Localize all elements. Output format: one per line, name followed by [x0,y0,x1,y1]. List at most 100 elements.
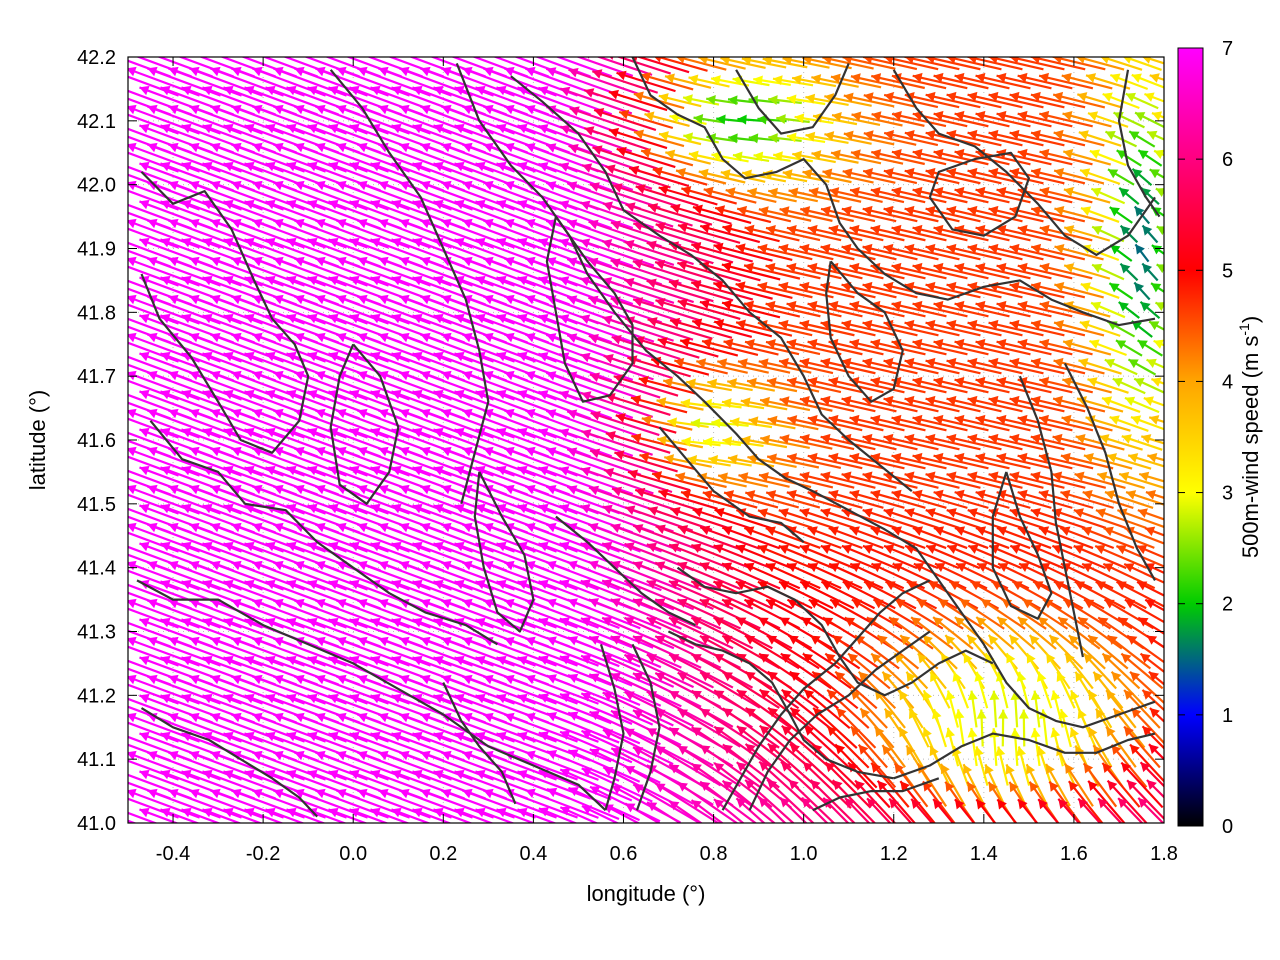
wind-arrow [870,452,926,470]
wind-arrow-head [412,351,423,362]
wind-arrow-shaft [870,302,926,318]
wind-arrow-head [223,85,234,96]
wind-arrow-head [128,389,129,392]
wind-arrow [828,414,884,432]
wind-arrow-head [399,218,410,229]
wind-arrow-head [677,222,688,233]
wind-arrow-head [843,92,854,103]
wind-arrow-head [807,526,818,536]
wind-arrow-shaft [735,321,793,337]
wind-arrow-head [223,503,234,514]
wind-arrow-head [1145,490,1157,500]
wind-arrow-shaft [870,378,926,394]
wind-arrow-head [433,313,444,324]
wind-arrow-head [128,218,137,229]
wind-arrow [1140,434,1164,445]
wind-arrow-shaft [799,245,855,261]
wind-arrow [601,616,675,650]
wind-arrow [567,598,641,630]
wind-arrow [883,357,939,375]
wind-arrow-head [210,408,221,419]
wind-arrow-shaft [871,74,925,90]
wind-arrow-shaft [1030,283,1086,299]
wind-arrow-head [580,504,591,514]
wind-arrow-head [801,617,812,627]
wind-arrow [778,243,834,261]
wind-arrow-shaft [1038,491,1094,509]
wind-arrow [748,416,796,430]
wind-arrow-shaft [1059,526,1115,550]
wind-arrow-head [1009,91,1020,102]
wind-arrow [1053,167,1105,185]
wind-arrow-head [1038,526,1050,536]
wind-arrow-shaft [933,112,989,128]
wind-arrow [967,167,1023,185]
wind-arrow [799,544,855,570]
wind-arrow [937,598,985,630]
wind-arrow-head [399,522,410,533]
wind-arrow-head [294,560,305,571]
wind-arrow [581,429,653,456]
wind-arrow-head [105,599,115,608]
wind-arrow [870,186,926,204]
wind-arrow-head [1017,452,1028,463]
wind-arrow-head [808,599,820,609]
wind-arrow-head [462,446,473,457]
wind-arrow-shaft [946,321,1002,337]
wind-arrow-head [412,161,423,172]
wind-arrow [738,472,790,488]
wind-arrow-head [849,262,860,273]
wind-arrow-head [713,242,724,253]
wind-arrow [1155,187,1164,198]
wind-arrow-head [307,541,318,552]
wind-arrow-head [1061,414,1072,425]
wind-arrow [1017,452,1073,470]
wind-arrow [692,507,752,530]
wind-arrow-shaft [891,526,947,550]
wind-arrow-shaft [933,340,989,356]
wind-arrow-shaft [1011,580,1063,610]
wind-arrow [746,377,798,393]
wind-arrow-head [632,561,644,571]
wind-arrow-head [610,523,621,533]
wind-arrow-head [210,598,221,609]
wind-arrow [894,598,944,630]
wind-arrow-head [357,256,368,267]
wind-arrow-head [210,180,221,191]
wind-arrow [820,508,876,529]
wind-arrow-shaft [639,453,695,471]
wind-arrow-head [786,224,797,235]
wind-arrow [912,224,968,242]
wind-arrow-head [703,436,713,447]
wind-arrow-head [307,161,318,172]
wind-arrow-head [273,142,284,153]
wind-arrow-head [954,338,965,349]
wind-arrow [558,200,634,230]
wind-arrow-head [1099,434,1110,444]
wind-arrow-head [168,636,179,647]
wind-arrow [743,300,801,318]
wind-arrow-shaft [849,340,905,356]
wind-arrow-head [1019,563,1030,573]
wind-arrow-shaft [558,238,634,268]
wind-arrow-head [357,560,368,571]
wind-arrow-head [904,433,915,444]
wind-arrow-head [244,389,255,400]
wind-arrow-head [967,508,978,518]
wind-arrow-head [1137,508,1148,518]
wind-arrow [558,238,634,268]
wind-arrow-head [676,167,687,178]
wind-arrow-head [525,484,536,495]
wind-arrow [703,186,757,204]
wind-arrow-head [782,169,793,180]
wind-arrow-shaft [933,264,989,280]
wind-arrow-head [168,408,179,419]
wind-arrow [970,580,1020,610]
wind-arrow [916,598,964,630]
wind-arrow-shaft [677,561,741,591]
wind-arrow-head [475,503,486,514]
wind-arrow-head [128,142,137,153]
wind-arrow-head [160,617,171,628]
wind-arrow [1127,358,1157,376]
wind-arrow-head [1116,581,1127,591]
